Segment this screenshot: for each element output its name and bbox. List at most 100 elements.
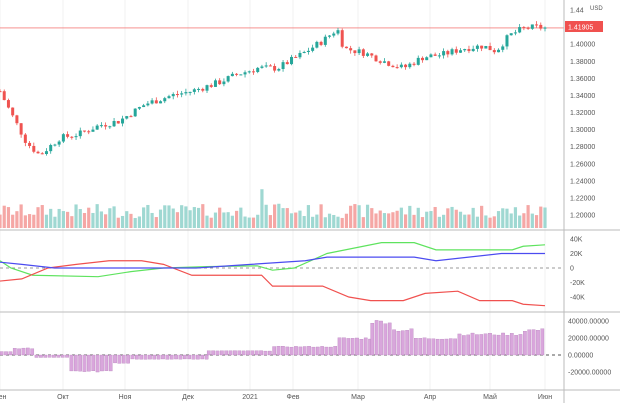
volume-bar — [264, 204, 268, 228]
candles — [0, 21, 547, 156]
candle-body — [159, 101, 163, 104]
histogram-bar — [56, 354, 61, 358]
candle-body — [454, 49, 458, 53]
histogram-bar — [26, 347, 30, 356]
candle-body — [61, 134, 65, 142]
histogram-bar — [409, 328, 414, 356]
histogram-bar — [405, 330, 409, 356]
volume-bar — [501, 208, 505, 228]
volume-bar — [475, 216, 480, 228]
histogram-bar — [324, 346, 329, 356]
candle-body — [492, 50, 496, 53]
histogram-bar — [414, 338, 418, 356]
candle-body — [99, 125, 103, 127]
candle-body — [467, 49, 471, 52]
histogram-bar — [0, 351, 4, 356]
histogram-bar — [496, 334, 501, 356]
volume-bar — [0, 214, 2, 228]
candle-body — [404, 64, 408, 68]
histogram-bar — [540, 328, 545, 356]
volume-bar — [53, 216, 57, 228]
candle-body — [146, 103, 150, 106]
volume-bar — [522, 213, 526, 228]
candle-body — [230, 73, 234, 77]
candle-body — [167, 96, 171, 99]
histogram-bar — [329, 346, 333, 356]
candle-body — [188, 91, 192, 93]
volume-bar — [480, 205, 484, 228]
candle-body — [57, 141, 61, 145]
histogram-bar — [21, 347, 26, 356]
candle-body — [108, 126, 112, 128]
candle-body — [501, 46, 505, 50]
volume-bar — [108, 208, 112, 228]
volume-bar — [458, 211, 463, 228]
candle-body — [433, 54, 437, 56]
histogram-bar — [182, 354, 187, 360]
volume-bar — [433, 206, 437, 228]
candle-body — [509, 33, 513, 36]
volume-bar — [78, 209, 82, 228]
histogram-bar — [161, 354, 165, 360]
volume-bar — [353, 204, 357, 228]
histogram-bar — [126, 354, 130, 364]
histogram-bar — [350, 338, 355, 356]
volume-bar — [543, 207, 547, 228]
volume-bar — [180, 205, 184, 228]
volume-bar — [526, 205, 530, 228]
candle-body — [370, 53, 374, 56]
histogram-bar — [178, 354, 183, 360]
currency-label[interactable]: USD — [590, 6, 603, 12]
grid — [0, 0, 564, 390]
volume-bar — [218, 207, 222, 228]
candle-body — [412, 63, 416, 65]
histogram-bar — [187, 354, 191, 360]
histogram-bar — [39, 354, 43, 358]
volume-bar — [467, 214, 471, 228]
volume-bar — [539, 206, 543, 228]
volume-bar — [285, 208, 289, 228]
histogram-bar — [82, 354, 87, 372]
price-tick-label: 1.34000 — [570, 93, 595, 100]
histogram-bar — [462, 335, 466, 356]
volume-bar — [513, 207, 518, 228]
histogram-bar — [514, 335, 518, 356]
volume-bar — [268, 215, 272, 228]
time-tick-label: Апр — [424, 394, 436, 401]
volume-bar — [70, 216, 74, 228]
histogram-tick-label: 40000.00000 — [568, 319, 609, 326]
volume-bar — [442, 214, 446, 228]
candle-body — [446, 51, 450, 55]
candle-body — [505, 35, 509, 47]
volume-bar — [142, 207, 146, 228]
candle-body — [530, 24, 534, 29]
candle-body — [150, 100, 154, 104]
candle-body — [273, 66, 277, 71]
candle-body — [239, 74, 243, 76]
histogram-bar — [237, 350, 242, 356]
candle-body — [281, 62, 285, 70]
volume-bar — [488, 217, 492, 228]
candle-body — [366, 53, 370, 56]
volume-bar — [378, 210, 382, 228]
candle-body — [416, 57, 420, 65]
candle-body — [539, 24, 543, 29]
candle-body — [298, 52, 302, 58]
volume-bar — [167, 205, 171, 228]
histogram-bar — [87, 354, 91, 372]
candle-body — [535, 24, 539, 26]
oscillator-line-green — [0, 242, 546, 278]
histogram-bar — [363, 337, 368, 356]
volume-bar — [509, 213, 513, 228]
volume-bar — [49, 208, 53, 228]
histogram-bar — [246, 350, 250, 356]
histogram-bar — [43, 354, 48, 358]
candle-body — [82, 130, 86, 132]
candle-body — [133, 108, 137, 117]
price-tick-label: 1.26000 — [570, 161, 595, 168]
candle-body — [353, 50, 357, 54]
volume-bar — [201, 204, 205, 228]
histogram-bar — [418, 338, 423, 356]
volume-bar — [260, 189, 264, 228]
